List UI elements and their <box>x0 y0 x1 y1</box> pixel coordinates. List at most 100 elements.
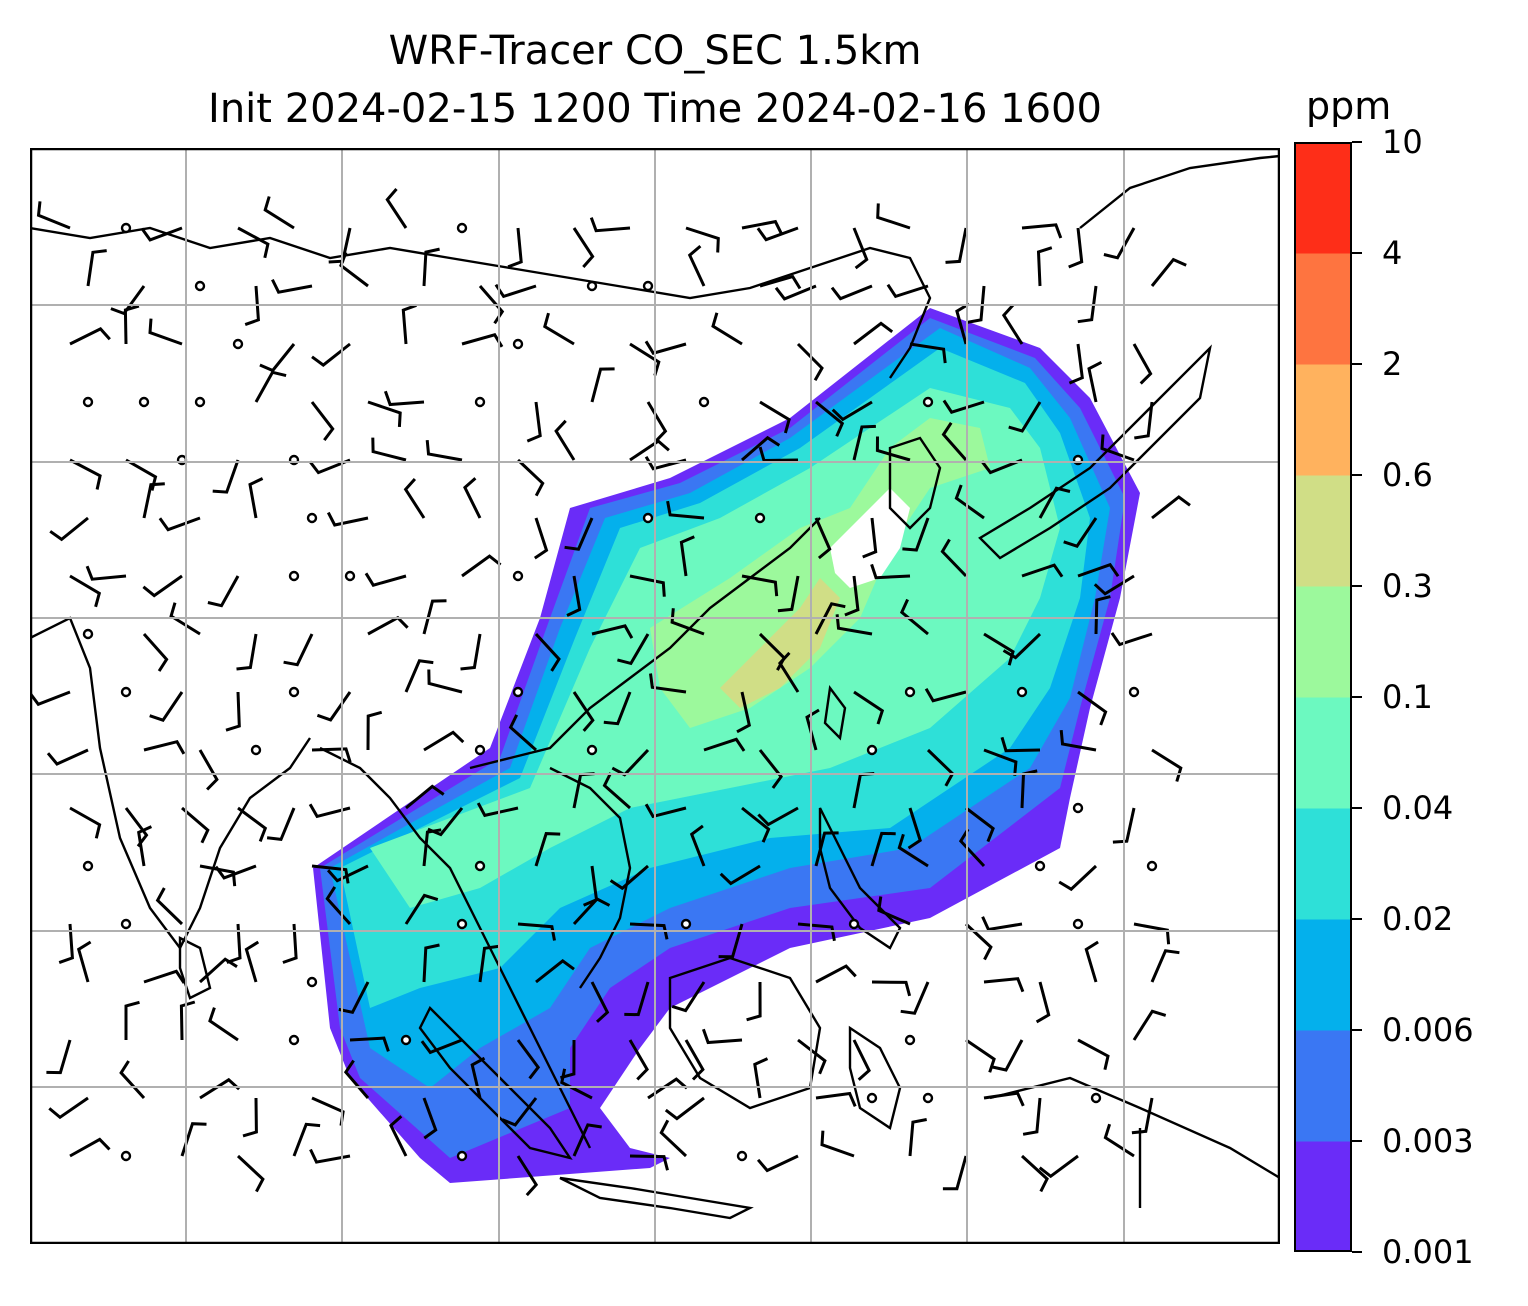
colorbar-segment <box>1294 1030 1352 1142</box>
wind-barb <box>572 691 595 732</box>
wind-barb <box>169 602 201 636</box>
wind-barb <box>981 916 1023 932</box>
wind-barb <box>649 673 687 694</box>
wind-barb <box>225 691 241 732</box>
wind-barb <box>343 1059 370 1099</box>
calm-wind-circle <box>698 396 710 408</box>
calm-wind-circle <box>232 338 244 350</box>
wind-barb <box>543 312 575 346</box>
wind-barb <box>339 251 369 288</box>
wind-barb <box>852 1039 871 1081</box>
wind-barb <box>983 632 1015 666</box>
calm-wind-circle <box>306 976 318 988</box>
wind-barb <box>1094 595 1111 635</box>
wind-barb <box>140 226 183 242</box>
colorbar-border <box>1294 142 1352 1252</box>
wind-barb <box>992 1039 1024 1072</box>
calm-wind-circle <box>586 280 598 292</box>
wind-barb <box>758 446 799 463</box>
wind-barb <box>461 554 502 578</box>
wind-barb <box>647 1077 688 1100</box>
wind-barb <box>460 633 482 671</box>
wind-barb <box>954 484 985 520</box>
wind-barb <box>759 274 802 290</box>
wind-barb <box>886 283 929 299</box>
wind-barb <box>198 957 238 984</box>
wind-barb <box>741 574 779 597</box>
wind-barb <box>311 747 352 763</box>
wind-barb <box>1131 1097 1154 1135</box>
colorbar-tick-label: 0.3 <box>1382 567 1433 605</box>
colorbar-segment <box>1294 808 1352 920</box>
wind-barb <box>684 1039 705 1081</box>
wind-barb <box>844 575 860 617</box>
wind-barb <box>945 227 968 264</box>
wind-barb <box>1132 1009 1167 1041</box>
wind-barb <box>853 321 894 346</box>
calm-wind-circle <box>1090 1092 1102 1104</box>
wind-barb <box>741 435 781 462</box>
wind-barb <box>405 784 445 810</box>
wind-barb <box>1077 562 1120 578</box>
wind-barb <box>1021 223 1063 239</box>
wind-barb <box>853 690 885 725</box>
wind-barb <box>983 977 1025 993</box>
wind-barb <box>371 437 407 462</box>
wind-barb <box>124 1000 140 1040</box>
wind-barb <box>1038 1154 1079 1179</box>
wind-barb <box>629 922 669 940</box>
calm-wind-circle <box>194 280 206 292</box>
wind-barb <box>815 964 857 984</box>
calm-wind-circle <box>866 1092 878 1104</box>
calm-wind-circle <box>456 222 468 234</box>
calm-wind-circle <box>642 512 654 524</box>
calm-wind-circle <box>866 744 878 756</box>
wind-barb <box>689 824 706 867</box>
wind-barb <box>1151 748 1183 782</box>
wind-barb <box>292 1122 321 1157</box>
wind-barb <box>646 401 668 443</box>
calm-wind-circle <box>82 860 94 872</box>
coastline-sri-lanka <box>178 936 212 1000</box>
calm-wind-circle <box>82 628 94 640</box>
wind-barb <box>1022 1097 1042 1136</box>
calm-wind-circle <box>138 396 150 408</box>
colorbar-tick-label: 0.1 <box>1382 678 1433 716</box>
wind-barb <box>1151 495 1191 520</box>
shade-level-0.1 <box>650 418 990 728</box>
wind-barb <box>942 399 985 414</box>
wind-barb <box>237 806 268 842</box>
wind-barb <box>427 669 463 694</box>
calm-wind-circle <box>736 1150 748 1162</box>
calm-wind-circle <box>904 686 916 698</box>
coastline-indochina <box>319 746 592 1149</box>
wind-barb <box>155 887 184 926</box>
wind-barb <box>148 318 183 346</box>
wind-barb <box>534 832 561 867</box>
wind-barb <box>137 825 153 867</box>
wind-barb <box>535 959 575 984</box>
wind-barb <box>1020 1154 1049 1193</box>
calm-wind-circle <box>1072 918 1084 930</box>
wind-barb <box>629 342 661 376</box>
wind-barb <box>1077 285 1098 324</box>
calm-wind-circle <box>754 512 766 524</box>
wind-barb <box>1134 401 1154 440</box>
wind-barb <box>897 833 929 868</box>
wind-barbs <box>30 188 1191 1197</box>
colorbar-tick-label: 0.006 <box>1382 1011 1474 1049</box>
calm-wind-circle <box>120 686 132 698</box>
coastline-india <box>30 616 311 951</box>
wind-barb <box>899 598 929 636</box>
wind-barb <box>516 1155 539 1197</box>
wind-barb <box>719 864 761 886</box>
calm-wind-circle <box>456 918 468 930</box>
wind-barb <box>207 575 240 608</box>
wind-barb <box>876 203 911 230</box>
wind-barb <box>877 896 911 926</box>
wind-barb <box>983 748 1018 776</box>
wind-barb <box>589 217 631 233</box>
wind-barb <box>590 367 615 403</box>
colorbar-unit: ppm <box>1306 84 1392 128</box>
wind-barb <box>349 1036 390 1052</box>
